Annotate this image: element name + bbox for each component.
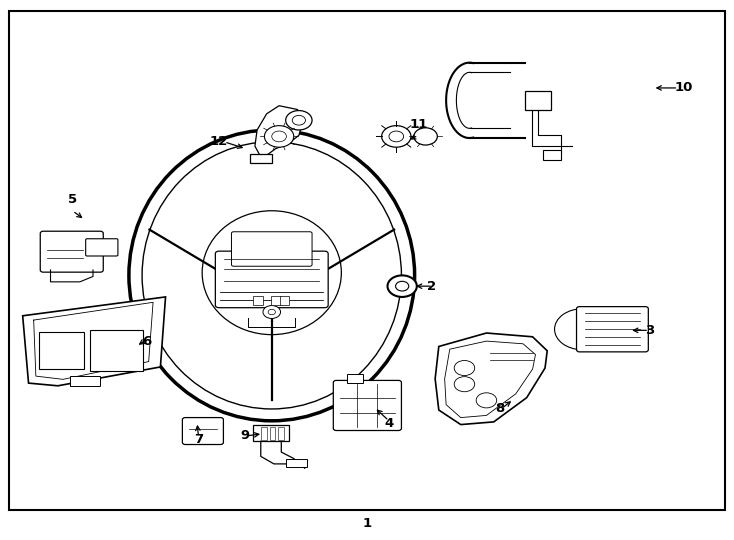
Text: 12: 12 <box>209 136 228 148</box>
Text: 1: 1 <box>363 517 371 530</box>
FancyBboxPatch shape <box>576 307 648 352</box>
Circle shape <box>555 309 610 350</box>
Text: 6: 6 <box>142 335 152 348</box>
Circle shape <box>454 376 475 392</box>
FancyBboxPatch shape <box>40 231 103 272</box>
Polygon shape <box>23 297 166 386</box>
Text: 2: 2 <box>427 280 437 293</box>
Text: 3: 3 <box>645 324 655 337</box>
Circle shape <box>286 111 312 130</box>
Bar <box>253 296 263 305</box>
Polygon shape <box>435 333 548 424</box>
Bar <box>271 296 280 305</box>
Text: 9: 9 <box>241 429 250 442</box>
FancyBboxPatch shape <box>86 239 118 256</box>
Text: 4: 4 <box>385 416 393 429</box>
Bar <box>253 425 288 441</box>
Circle shape <box>382 126 411 147</box>
Bar <box>280 296 289 305</box>
Ellipse shape <box>202 211 341 335</box>
Text: 8: 8 <box>495 402 505 415</box>
Circle shape <box>414 128 437 145</box>
Bar <box>543 150 561 160</box>
Circle shape <box>454 361 475 375</box>
Circle shape <box>292 116 305 125</box>
Circle shape <box>476 393 497 408</box>
FancyBboxPatch shape <box>333 380 401 430</box>
Circle shape <box>272 131 286 142</box>
Circle shape <box>264 126 294 147</box>
FancyBboxPatch shape <box>215 251 328 308</box>
Circle shape <box>389 131 404 142</box>
Circle shape <box>396 281 409 291</box>
Bar <box>278 427 284 440</box>
Polygon shape <box>255 106 303 157</box>
Bar <box>286 458 307 467</box>
Text: 10: 10 <box>675 82 693 94</box>
Bar <box>525 91 551 110</box>
Bar <box>90 330 143 371</box>
FancyBboxPatch shape <box>182 417 223 444</box>
Bar <box>70 376 100 386</box>
Ellipse shape <box>129 130 415 421</box>
Text: 5: 5 <box>68 193 77 206</box>
Bar <box>261 427 266 440</box>
Text: 11: 11 <box>409 118 427 131</box>
Bar <box>39 332 84 369</box>
Bar <box>347 375 363 382</box>
Text: 7: 7 <box>194 433 203 446</box>
Circle shape <box>263 306 280 319</box>
Bar <box>250 154 272 164</box>
FancyBboxPatch shape <box>231 232 312 266</box>
Bar <box>269 427 275 440</box>
Circle shape <box>388 275 417 297</box>
Circle shape <box>268 309 275 315</box>
